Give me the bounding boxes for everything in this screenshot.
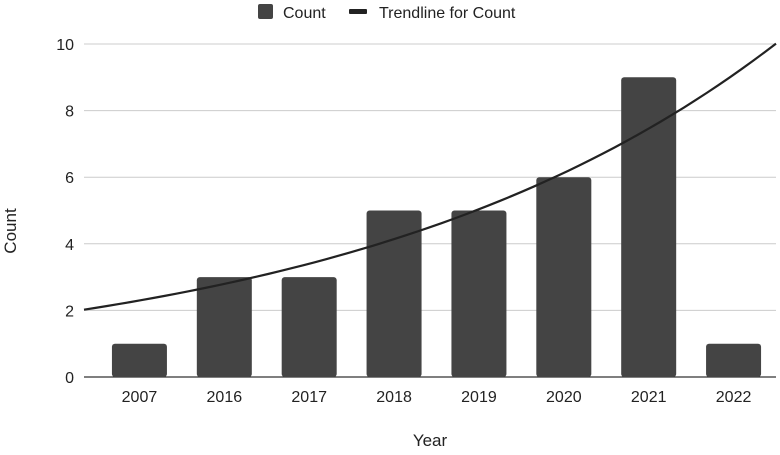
bar-2016 xyxy=(196,277,252,377)
x-axis-ticks: 2007 2016 2017 2018 2019 2020 2021 2022 xyxy=(122,389,752,406)
x-tick-label: 2022 xyxy=(716,389,752,406)
legend-label-count: Count xyxy=(283,5,326,22)
y-tick-label: 2 xyxy=(65,303,74,320)
legend-swatch-trendline xyxy=(349,9,367,14)
x-tick-label: 2018 xyxy=(376,389,412,406)
bar-2007 xyxy=(111,343,167,377)
x-tick-label: 2019 xyxy=(461,389,497,406)
y-tick-label: 8 xyxy=(65,104,74,121)
trendline-layer xyxy=(83,42,777,311)
x-tick-label: 2007 xyxy=(122,389,158,406)
x-tick-label: 2021 xyxy=(631,389,667,406)
x-axis-title: Year xyxy=(413,431,448,450)
y-axis-title: Count xyxy=(1,208,20,254)
bars xyxy=(111,77,762,378)
bar-2018 xyxy=(366,210,422,377)
x-tick-label: 2020 xyxy=(546,389,582,406)
y-tick-label: 4 xyxy=(65,237,74,254)
bar-2017 xyxy=(281,277,337,377)
trendline xyxy=(83,42,777,311)
bar-2022 xyxy=(706,343,762,377)
legend-label-trendline: Trendline for Count xyxy=(379,5,516,22)
y-tick-label: 6 xyxy=(65,170,74,187)
x-tick-label: 2017 xyxy=(291,389,327,406)
x-tick-label: 2016 xyxy=(207,389,243,406)
legend: Count Trendline for Count xyxy=(258,4,516,22)
y-tick-label: 10 xyxy=(56,37,74,54)
bar-2021 xyxy=(621,77,677,378)
y-axis-ticks: 0 2 4 6 8 10 xyxy=(56,37,74,387)
legend-swatch-count xyxy=(258,4,273,19)
y-tick-label: 0 xyxy=(65,370,74,387)
bar-2020 xyxy=(536,177,592,377)
bar-2019 xyxy=(451,210,507,377)
